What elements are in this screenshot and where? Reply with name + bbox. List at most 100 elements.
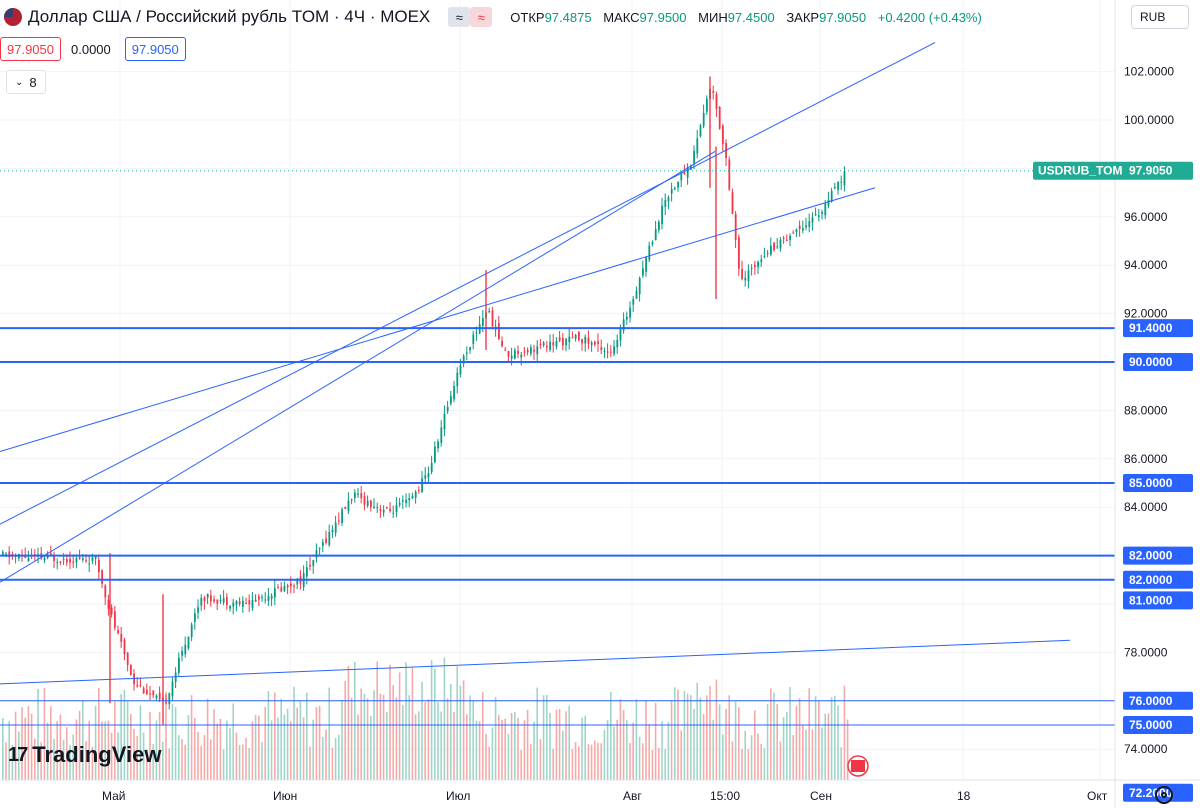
volume-bar [754, 710, 756, 780]
volume-bar [363, 693, 366, 780]
candle-body [315, 550, 318, 558]
volume-bar [523, 720, 526, 780]
volume-bar [834, 695, 836, 780]
volume-bar [162, 741, 164, 780]
volume-bar [187, 715, 190, 780]
candle-body [600, 347, 603, 351]
candle-body [206, 593, 209, 598]
volume-bar [664, 748, 666, 780]
volume-bar [629, 743, 631, 780]
volume-bar [706, 695, 708, 780]
volume-bar [274, 692, 276, 780]
candle-body [654, 229, 657, 241]
volume-bar [718, 704, 721, 780]
candle-body [91, 557, 94, 561]
volume-bar [293, 686, 295, 780]
candle-body [594, 341, 596, 345]
volume-bar [139, 705, 142, 780]
candle-body [574, 334, 577, 339]
candle-body [584, 336, 587, 344]
candle-body [747, 270, 750, 282]
buy-price-button[interactable]: 97.9050 [124, 37, 186, 61]
candle-body [696, 138, 699, 154]
volume-bar [760, 743, 762, 780]
candle-body [338, 520, 340, 522]
candle-body [712, 90, 715, 93]
candle-body [507, 350, 510, 357]
symbol-label: USDRUB_TOM [1038, 164, 1122, 178]
volume-bar [270, 720, 273, 780]
candle-body [446, 406, 449, 412]
candle-body [792, 232, 795, 234]
candle-body [402, 500, 404, 502]
candle-body [482, 318, 484, 326]
volume-bar [392, 685, 394, 780]
volume-bar [715, 679, 718, 780]
volume-bar [350, 697, 353, 780]
volume-bar [312, 719, 314, 780]
volume-bar [814, 696, 817, 780]
volume-bar [69, 744, 71, 780]
candle-body [472, 334, 475, 344]
symbol-title[interactable]: Доллар США / Российский рубль TOM · 4Ч ·… [28, 7, 431, 26]
candle-body [104, 585, 107, 598]
last-price-label: 97.9050 [1129, 164, 1173, 178]
approx-icon[interactable]: ≈ [448, 7, 471, 27]
candle-body [626, 316, 628, 320]
candle-body [619, 328, 622, 341]
candle-body [130, 665, 132, 675]
data-mode-toggle[interactable]: ≈ ≈ [448, 7, 493, 27]
candle-body [821, 211, 823, 214]
volume-bar [686, 693, 689, 780]
candle-body [235, 601, 238, 605]
candle-body [530, 347, 532, 354]
candle-body [290, 583, 292, 587]
candle-body [226, 597, 228, 606]
tradingview-logo[interactable]: 17 TradingView [8, 742, 161, 768]
volume-bar [21, 707, 23, 780]
sell-price-button[interactable]: 97.9050 [0, 37, 61, 61]
volume-bar [821, 727, 823, 780]
candle-body [664, 199, 667, 207]
candle-body [514, 350, 516, 359]
time-tick-label: Авг [623, 789, 642, 803]
candle-body [341, 509, 343, 523]
volume-bar [485, 733, 487, 780]
approx-active-icon[interactable]: ≈ [470, 7, 493, 27]
volume-bar [424, 702, 426, 780]
candle-body [43, 557, 46, 561]
volume-bar [549, 712, 551, 780]
volume-bar [136, 736, 138, 780]
grid-lines [0, 0, 1115, 780]
candle-body [149, 693, 151, 695]
candle-body [814, 214, 817, 216]
candle-body [552, 342, 555, 346]
volume-bar [840, 747, 842, 780]
volume-bar [210, 739, 212, 780]
volume-bar [642, 743, 644, 780]
candle-body [638, 278, 641, 295]
change-readout: +0.4200 (+0.43%) [877, 9, 982, 25]
level-label-bg [1123, 353, 1193, 371]
indicators-count: 8 [29, 74, 37, 90]
volume-bar [731, 741, 734, 780]
currency-selector[interactable]: RUB [1131, 5, 1189, 29]
volume-bar [158, 711, 161, 780]
volume-bar [88, 720, 90, 780]
gear-icon[interactable] [1155, 786, 1173, 804]
candle-body [843, 171, 846, 186]
indicators-toggle[interactable]: ⌄ 8 [6, 70, 46, 94]
candle-body [277, 587, 279, 589]
candle-body [702, 113, 705, 126]
quote-boxes: 97.9050 0.0000 97.9050 [0, 37, 186, 61]
volume-bar [478, 721, 481, 780]
candle-body [606, 351, 609, 353]
volume-bar [306, 692, 308, 780]
volume-bar [846, 719, 849, 780]
volume-bar [264, 706, 266, 780]
candle-body [795, 229, 798, 233]
volume-bar [197, 731, 199, 780]
candle-body [78, 557, 81, 560]
volume-bar [453, 711, 455, 780]
